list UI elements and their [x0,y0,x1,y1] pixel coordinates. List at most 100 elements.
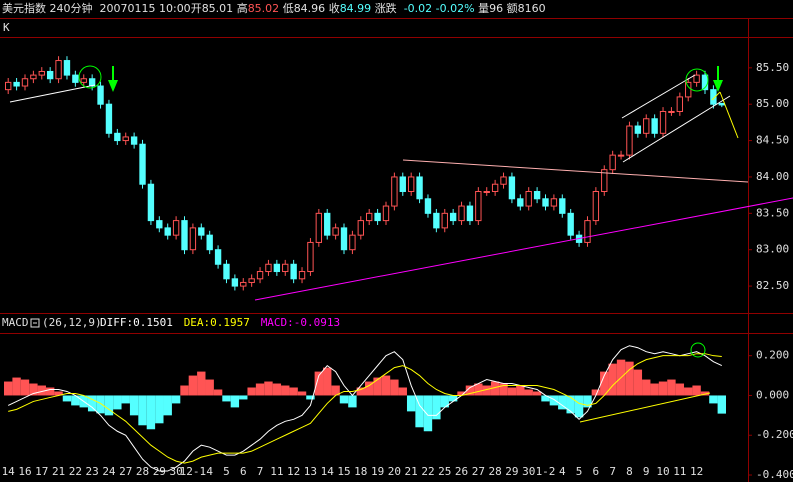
legend-entry: DEA:0.1957 [184,316,250,329]
x-tick-label: 8 [626,465,633,478]
x-tick-label: 15 [337,465,350,478]
x-tick-label: 12 [287,465,300,478]
candle-body [710,89,717,105]
candle-body [114,132,121,142]
x-tick-label: 1-2 [536,465,556,478]
x-tick-label: 7 [257,465,264,478]
high: 85.02 [247,2,280,15]
macd-bar [499,383,508,396]
x-tick-label: 28 [489,465,502,478]
macd-bar [29,383,38,396]
macd-bar [205,379,214,396]
legend-entry: DIFF:0.1501 [100,316,173,329]
macd-bar [381,375,391,396]
open-label: 开 [190,2,202,15]
macd-bar [432,395,441,420]
x-tick-label: 4 [559,465,566,478]
candle-body [382,205,390,222]
macd-bar [457,391,466,396]
x-tick-label: 5 [223,465,230,478]
x-tick-label: 12-1 [180,465,207,478]
candle-body [38,70,45,76]
y-tick-label: 84.00 [756,170,789,183]
macd-bar [323,367,332,396]
macd-bar [356,387,365,396]
macd-bar [45,387,55,396]
macd-bar [633,369,643,396]
x-tick-label: 28 [136,465,149,478]
low-label: 低 [282,2,294,15]
candle-body [433,212,440,229]
macd-bar [667,379,676,396]
candle-body [256,271,264,280]
candle-body [718,102,725,106]
instrument: 美元指数 [2,2,46,15]
macd-bar [700,391,710,396]
legend-entry: MACD:-0.0913 [261,316,340,329]
macd-bar [398,387,407,396]
close: 84.99 [339,2,372,15]
macd-bar [20,379,30,396]
candle-body [651,118,658,134]
macd-bar [482,385,491,396]
macd-bar [129,395,139,416]
x-tick-label: 24 [102,465,116,478]
x-tick-label: 22 [421,465,434,478]
macd-bar [608,363,617,396]
macd-bar [558,395,567,410]
period: 240分钟 [49,2,93,15]
candle-body [13,81,20,87]
macd-bar [197,371,206,396]
amount-label: 额 [506,2,518,15]
macd-bar [222,395,231,402]
macd-bar [331,385,340,396]
y-tick-label: 0.200 [756,349,789,362]
x-tick-label: 18 [354,465,367,478]
candle-body [273,263,281,273]
x-tick-label: 10 [656,465,669,478]
x-tick-label: 12 [690,465,703,478]
macd-bar [684,387,693,396]
macd-bar [272,383,282,396]
candle-body [357,220,364,236]
candle-body [55,60,62,80]
candle-body [72,74,79,83]
collapse-icon[interactable] [30,318,40,328]
candle-body [122,136,129,142]
y-tick-label: 82.50 [756,279,789,292]
x-tick-label: 27 [119,465,132,478]
close-label: 收 [328,2,340,15]
macd-bar [365,381,374,396]
x-tick-label: 17 [35,465,48,478]
candle-body [550,198,558,207]
macd-bar [239,395,248,400]
candle-body [315,212,323,243]
highlight-circle [685,68,709,92]
macd-bar [532,391,542,396]
y-tick-label: 83.00 [756,243,789,256]
candle-body [282,263,289,273]
x-tick-label: 6 [240,465,247,478]
macd-bar [87,395,97,412]
candle-body [542,198,549,207]
macd-bar [709,395,718,404]
candle-body [46,70,54,80]
candle-body [80,78,87,83]
macd-bar [12,377,21,396]
macd-bar [415,395,424,428]
y-tick-label: 0.000 [756,388,789,401]
candle-body [693,74,700,83]
high-label: 高 [236,2,248,15]
macd-bar [138,395,147,426]
candle-body [441,212,448,229]
candle-body [340,227,348,251]
candle-body [416,176,423,200]
candle-body [458,205,465,222]
candle-body [424,198,432,214]
low: 84.96 [293,2,326,15]
candle-body [30,74,37,80]
macd-bar [255,383,265,396]
macd-params: (26,12,9) [42,316,102,329]
